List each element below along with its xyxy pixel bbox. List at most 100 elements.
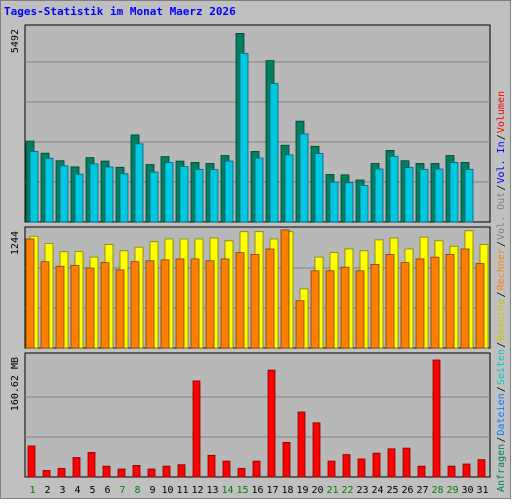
- bar-dateien-11: [179, 166, 189, 223]
- bar-rechner-4: [70, 264, 80, 349]
- bar-volumen-6: [102, 465, 111, 478]
- x-tick-label-30: 30: [461, 485, 473, 496]
- bar-dateien-8: [134, 143, 144, 223]
- bar-volumen-18: [282, 441, 291, 478]
- bar-volumen-15: [237, 467, 246, 478]
- bar-dateien-17: [269, 83, 279, 223]
- bar-volumen-3: [57, 467, 66, 478]
- bar-volumen-10: [162, 465, 171, 478]
- bar-rechner-30: [460, 248, 470, 349]
- bar-volumen-31: [477, 459, 486, 478]
- bar-volumen-24: [372, 452, 381, 478]
- bar-rechner-11: [175, 258, 185, 349]
- x-tick-label-7: 7: [119, 485, 125, 496]
- bar-volumen-19: [297, 411, 306, 478]
- bar-dateien-22: [344, 182, 354, 223]
- bar-rechner-18: [280, 229, 290, 349]
- bar-volumen-30: [462, 463, 471, 478]
- x-tick-label-10: 10: [161, 485, 173, 496]
- x-tick-label-19: 19: [296, 485, 308, 496]
- bar-dateien-24: [374, 168, 384, 223]
- x-tick-label-15: 15: [236, 485, 248, 496]
- bar-dateien-25: [389, 155, 399, 223]
- bar-rechner-6: [100, 262, 110, 349]
- bar-rechner-26: [400, 262, 410, 349]
- bar-volumen-13: [207, 454, 216, 478]
- bar-rechner-25: [385, 254, 395, 349]
- chart-title: Tages-Statistik im Monat Maerz 2026: [4, 5, 236, 18]
- bar-rechner-1: [25, 238, 35, 349]
- bar-dateien-4: [74, 173, 84, 223]
- bar-dateien-21: [329, 181, 339, 223]
- bar-dateien-12: [194, 168, 204, 223]
- legend-vol-out: Vol. Out: [496, 192, 507, 240]
- x-tick-label-21: 21: [326, 485, 338, 496]
- bar-volumen-25: [387, 448, 396, 478]
- bar-volumen-22: [342, 454, 351, 478]
- bar-volumen-26: [402, 447, 411, 478]
- bar-volumen-2: [42, 470, 51, 478]
- panel-2-ymax-label: 1244: [10, 231, 21, 255]
- bar-dateien-10: [164, 162, 174, 223]
- bar-rechner-8: [130, 261, 140, 349]
- bar-rechner-29: [445, 254, 455, 349]
- x-tick-label-12: 12: [191, 485, 203, 496]
- bar-volumen-23: [357, 458, 366, 478]
- legend-anfragen: Anfragen: [496, 444, 507, 492]
- x-tick-label-5: 5: [89, 485, 95, 496]
- bar-dateien-14: [224, 160, 234, 223]
- panel-3-ymax-label: 160.62 MB: [10, 357, 21, 411]
- bar-volumen-7: [117, 468, 126, 478]
- bar-rechner-7: [115, 269, 125, 349]
- bar-dateien-19: [299, 133, 309, 223]
- x-tick-label-9: 9: [149, 485, 155, 496]
- bar-dateien-2: [44, 157, 54, 223]
- bar-rechner-22: [340, 266, 350, 349]
- bar-rechner-5: [85, 267, 95, 349]
- x-tick-label-20: 20: [311, 485, 323, 496]
- bar-volumen-14: [222, 460, 231, 478]
- bar-rechner-10: [160, 259, 170, 349]
- bar-dateien-3: [59, 165, 69, 223]
- x-tick-label-8: 8: [134, 485, 140, 496]
- legend-separator: /: [496, 386, 507, 392]
- legend-separator: /: [496, 241, 507, 247]
- bar-dateien-9: [149, 171, 159, 223]
- bar-dateien-29: [449, 162, 459, 223]
- bar-volumen-29: [447, 465, 456, 478]
- bar-dateien-20: [314, 153, 324, 223]
- x-tick-label-1: 1: [29, 485, 35, 496]
- legend-vol-in: Vol. In: [496, 141, 507, 183]
- bar-dateien-26: [404, 167, 414, 223]
- bar-volumen-20: [312, 422, 321, 478]
- bar-rechner-13: [205, 260, 215, 349]
- x-tick-label-28: 28: [431, 485, 443, 496]
- x-tick-label-24: 24: [371, 485, 383, 496]
- bar-rechner-20: [310, 270, 320, 349]
- bar-rechner-21: [325, 270, 335, 349]
- legend-volumen: Volumen: [496, 91, 507, 133]
- panel-3-frame: [24, 352, 491, 478]
- x-tick-label-25: 25: [386, 485, 398, 496]
- legend-separator: /: [496, 134, 507, 140]
- bar-dateien-23: [359, 185, 369, 223]
- bar-rechner-24: [370, 264, 380, 349]
- bar-volumen-27: [417, 465, 426, 478]
- legend-dateien: Dateien: [496, 393, 507, 435]
- x-tick-label-3: 3: [59, 485, 65, 496]
- x-tick-label-2: 2: [44, 485, 50, 496]
- bar-volumen-1: [27, 445, 36, 478]
- bar-volumen-17: [267, 369, 276, 478]
- bar-rechner-2: [40, 261, 50, 349]
- bar-volumen-8: [132, 465, 141, 478]
- legend-besuche: Besuche: [496, 299, 507, 341]
- bar-volumen-4: [72, 457, 81, 478]
- legend-separator: /: [496, 437, 507, 443]
- bar-dateien-18: [284, 154, 294, 223]
- bar-rechner-14: [220, 258, 230, 349]
- x-tick-label-18: 18: [281, 485, 293, 496]
- bar-volumen-21: [327, 460, 336, 478]
- bar-rechner-19: [295, 300, 305, 349]
- bar-rechner-12: [190, 258, 200, 349]
